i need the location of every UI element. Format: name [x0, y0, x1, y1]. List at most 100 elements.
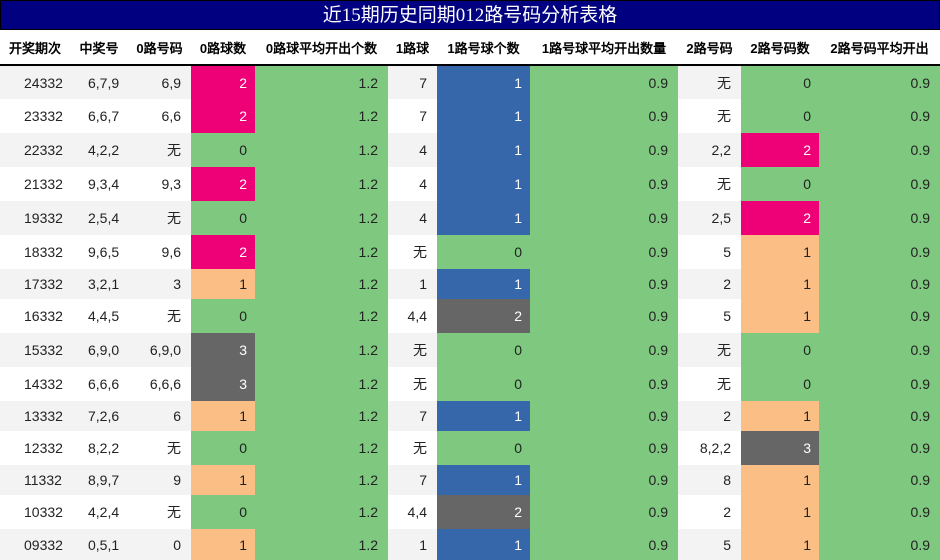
cell-r0-avg: 1.2: [255, 367, 388, 401]
cell-r1: 1: [388, 529, 437, 560]
cell-number: 8,2,2: [70, 431, 128, 465]
cell-r2-count: 1: [741, 235, 819, 269]
cell-r2: 8: [678, 465, 741, 495]
col-header-r0-avg: 0路球平均开出个数: [255, 30, 388, 66]
cell-r2-avg: 0.9: [819, 299, 940, 333]
cell-period: 14332: [0, 367, 70, 401]
cell-r0-avg: 1.2: [255, 333, 388, 367]
cell-r2-avg: 0.9: [819, 65, 940, 99]
cell-number: 6,7,9: [70, 65, 128, 99]
cell-r2-avg: 0.9: [819, 465, 940, 495]
cell-r2-count: 0: [741, 367, 819, 401]
cell-r0-avg: 1.2: [255, 201, 388, 235]
cell-r0-count: 1: [191, 401, 255, 431]
cell-r1-count: 0: [437, 235, 530, 269]
cell-period: 23332: [0, 99, 70, 133]
cell-r0-avg: 1.2: [255, 235, 388, 269]
cell-r2-count: 1: [741, 465, 819, 495]
header-row: 开奖期次 中奖号 0路号码 0路球数 0路球平均开出个数 1路球 1路号球个数 …: [0, 30, 940, 66]
cell-r2-count: 1: [741, 401, 819, 431]
cell-period: 09332: [0, 529, 70, 560]
cell-period: 22332: [0, 133, 70, 167]
cell-r0-count: 0: [191, 431, 255, 465]
cell-r2: 2: [678, 269, 741, 299]
table-row: 09332 0,5,1 0 1 1.2 1 1 0.9 5 1 0.9: [0, 529, 940, 560]
cell-r2: 5: [678, 299, 741, 333]
cell-r0: 无: [128, 133, 191, 167]
cell-period: 10332: [0, 495, 70, 529]
cell-r1-count: 0: [437, 367, 530, 401]
cell-r1: 无: [388, 367, 437, 401]
cell-r2-count: 1: [741, 495, 819, 529]
cell-r1: 4: [388, 167, 437, 201]
cell-r2: 2,2: [678, 133, 741, 167]
cell-period: 12332: [0, 431, 70, 465]
cell-r0: 无: [128, 299, 191, 333]
cell-r1-avg: 0.9: [530, 401, 678, 431]
cell-r2-count: 0: [741, 167, 819, 201]
cell-r1-count: 0: [437, 431, 530, 465]
table-row: 10332 4,2,4 无 0 1.2 4,4 2 0.9 2 1 0.9: [0, 495, 940, 529]
cell-r1-avg: 0.9: [530, 333, 678, 367]
cell-r1-avg: 0.9: [530, 367, 678, 401]
cell-r0-count: 1: [191, 465, 255, 495]
cell-period: 15332: [0, 333, 70, 367]
cell-r2: 2: [678, 401, 741, 431]
cell-r1: 4,4: [388, 299, 437, 333]
cell-r0-avg: 1.2: [255, 167, 388, 201]
cell-r0-count: 2: [191, 65, 255, 99]
cell-r2: 无: [678, 167, 741, 201]
cell-r1-avg: 0.9: [530, 299, 678, 333]
cell-period: 18332: [0, 235, 70, 269]
table-row: 19332 2,5,4 无 0 1.2 4 1 0.9 2,5 2 0.9: [0, 201, 940, 235]
cell-r0: 9,3: [128, 167, 191, 201]
cell-r1-count: 1: [437, 401, 530, 431]
cell-r1-avg: 0.9: [530, 201, 678, 235]
cell-r2: 8,2,2: [678, 431, 741, 465]
table-row: 22332 4,2,2 无 0 1.2 4 1 0.9 2,2 2 0.9: [0, 133, 940, 167]
table-row: 13332 7,2,6 6 1 1.2 7 1 0.9 2 1 0.9: [0, 401, 940, 431]
cell-period: 13332: [0, 401, 70, 431]
cell-number: 6,9,0: [70, 333, 128, 367]
cell-r1-count: 2: [437, 299, 530, 333]
table-row: 24332 6,7,9 6,9 2 1.2 7 1 0.9 无 0 0.9: [0, 65, 940, 99]
table-row: 12332 8,2,2 无 0 1.2 无 0 0.9 8,2,2 3 0.9: [0, 431, 940, 465]
table-title: 近15期历史同期012路号码分析表格: [0, 0, 940, 30]
cell-number: 9,3,4: [70, 167, 128, 201]
cell-r0: 9,6: [128, 235, 191, 269]
col-header-r2: 2路号码: [678, 30, 741, 66]
table-body: 24332 6,7,9 6,9 2 1.2 7 1 0.9 无 0 0.9 23332 6,6,7 6,6…: [0, 65, 940, 560]
table-row: 15332 6,9,0 6,9,0 3 1.2 无 0 0.9 无 0 0.9: [0, 333, 940, 367]
cell-period: 24332: [0, 65, 70, 99]
cell-r1-avg: 0.9: [530, 65, 678, 99]
cell-r1-count: 1: [437, 167, 530, 201]
cell-period: 19332: [0, 201, 70, 235]
cell-r2: 2: [678, 495, 741, 529]
cell-r2-avg: 0.9: [819, 167, 940, 201]
cell-r2-avg: 0.9: [819, 401, 940, 431]
cell-r2-avg: 0.9: [819, 495, 940, 529]
cell-r1-count: 1: [437, 201, 530, 235]
cell-r2-count: 3: [741, 431, 819, 465]
cell-r0-count: 1: [191, 529, 255, 560]
cell-r0-avg: 1.2: [255, 65, 388, 99]
cell-r1-avg: 0.9: [530, 269, 678, 299]
cell-r1: 4: [388, 201, 437, 235]
cell-r0: 6,6,6: [128, 367, 191, 401]
cell-r2-count: 1: [741, 269, 819, 299]
cell-number: 4,4,5: [70, 299, 128, 333]
cell-r1-count: 1: [437, 529, 530, 560]
col-header-r0-count: 0路球数: [191, 30, 255, 66]
cell-r1: 7: [388, 401, 437, 431]
cell-r2-count: 0: [741, 333, 819, 367]
cell-r1: 无: [388, 235, 437, 269]
cell-r1-count: 2: [437, 495, 530, 529]
table-row: 17332 3,2,1 3 1 1.2 1 1 0.9 2 1 0.9: [0, 269, 940, 299]
table-row: 11332 8,9,7 9 1 1.2 7 1 0.9 8 1 0.9: [0, 465, 940, 495]
cell-r2-count: 1: [741, 299, 819, 333]
cell-r0-avg: 1.2: [255, 401, 388, 431]
table-row: 14332 6,6,6 6,6,6 3 1.2 无 0 0.9 无 0 0.9: [0, 367, 940, 401]
cell-r1-avg: 0.9: [530, 133, 678, 167]
cell-r1: 7: [388, 65, 437, 99]
cell-r2-avg: 0.9: [819, 333, 940, 367]
